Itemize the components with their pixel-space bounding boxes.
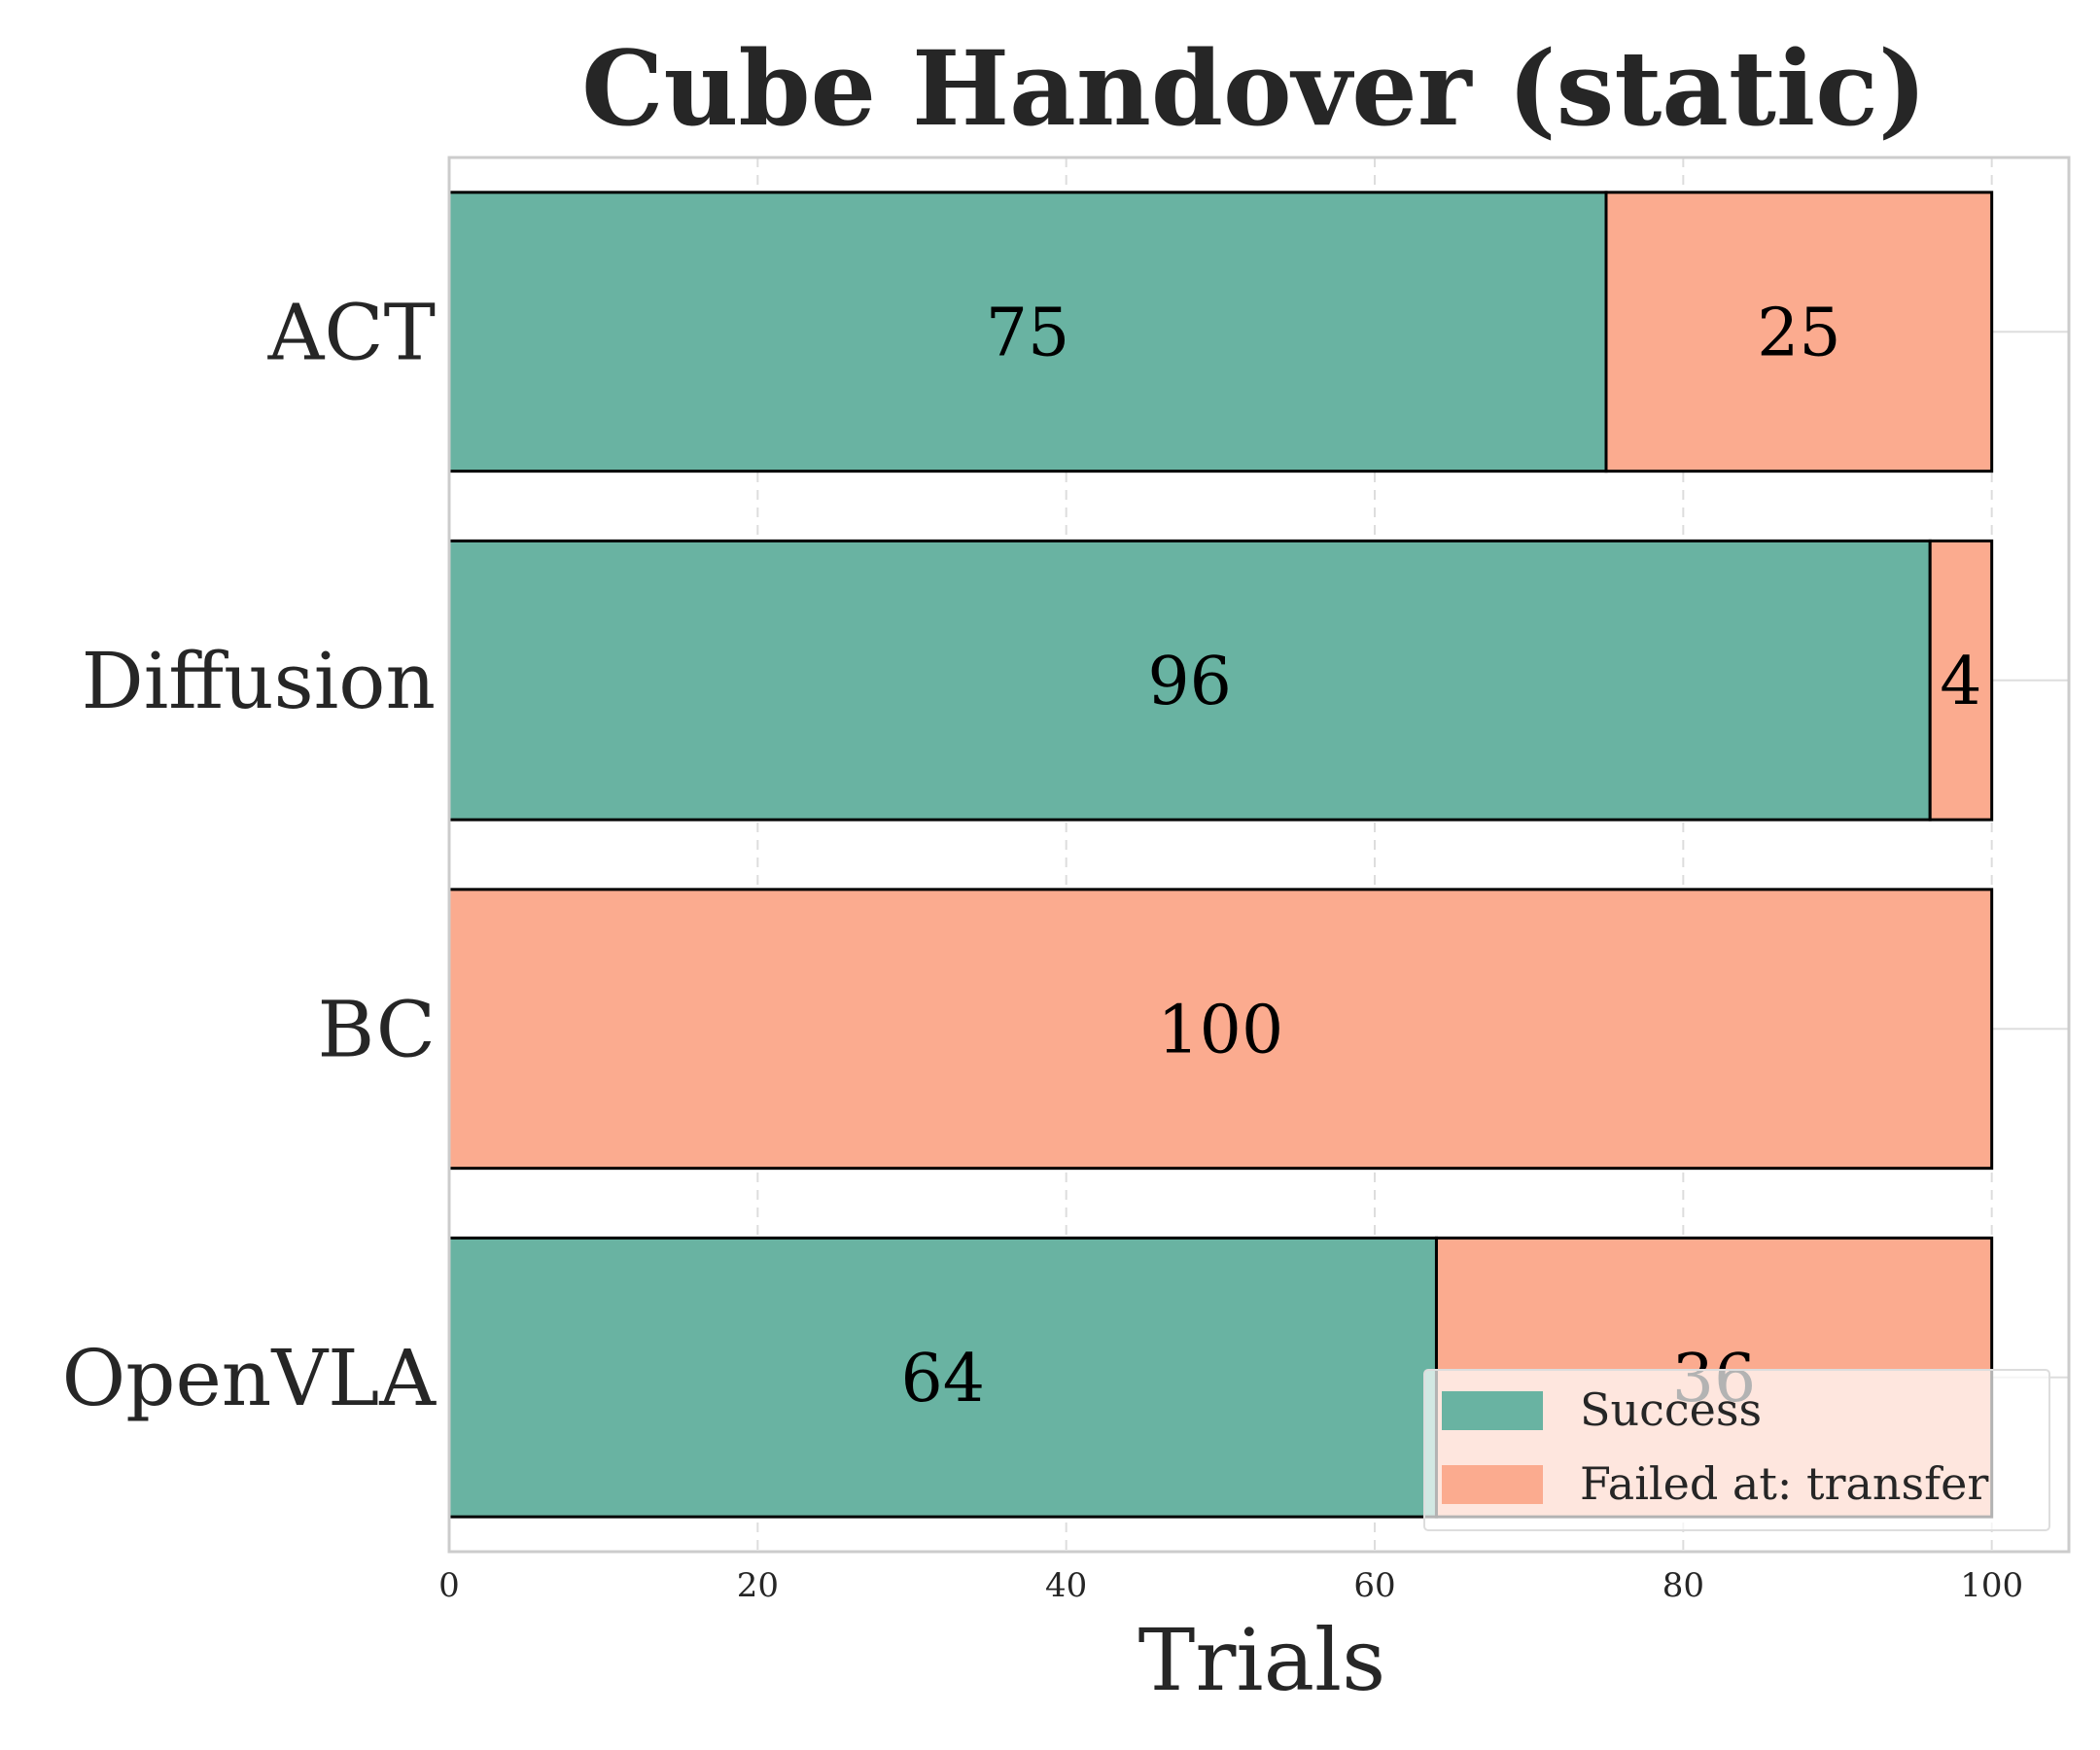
y-tick-label: ACT [267, 287, 436, 377]
bar-segment [1604, 191, 1994, 473]
x-tick-label: 0 [438, 1566, 460, 1605]
x-tick-label: 100 [1960, 1566, 2023, 1605]
bar-value-label: 64 [900, 1341, 985, 1418]
plot-frame [447, 156, 2071, 1554]
legend: Success Failed at: transfer [1423, 1369, 2050, 1531]
bar-value-label: 25 [1757, 295, 1841, 371]
bar-segment [447, 539, 1932, 822]
y-tick-label: Diffusion [82, 636, 436, 726]
chart-title: Cube Handover (static) [581, 27, 1927, 149]
bar-segment [447, 888, 1994, 1171]
y-tick-label: OpenVLA [62, 1333, 438, 1423]
x-tick-label: 40 [1045, 1566, 1087, 1605]
bar-segment [1928, 539, 1994, 822]
bar-value-label: 4 [1940, 644, 1981, 720]
bar-value-label: 75 [986, 295, 1070, 371]
legend-label: Success [1580, 1383, 1762, 1436]
y-tick-label: BC [318, 984, 436, 1074]
x-axis-title: Trials [1138, 1610, 1386, 1710]
legend-swatch [1442, 1465, 1543, 1504]
legend-swatch [1442, 1391, 1543, 1430]
x-tick-label: 60 [1353, 1566, 1395, 1605]
bars [447, 191, 1994, 1519]
bar-value-label: 96 [1147, 644, 1232, 720]
x-tick-label: 20 [737, 1566, 779, 1605]
bar-value-label: 100 [1157, 992, 1283, 1068]
legend-label: Failed at: transfer [1580, 1457, 1988, 1510]
legend-box [1423, 1369, 2050, 1531]
plot-border [447, 156, 2071, 1554]
x-tick-label: 80 [1662, 1566, 1704, 1605]
bar-segment [447, 1236, 1438, 1519]
